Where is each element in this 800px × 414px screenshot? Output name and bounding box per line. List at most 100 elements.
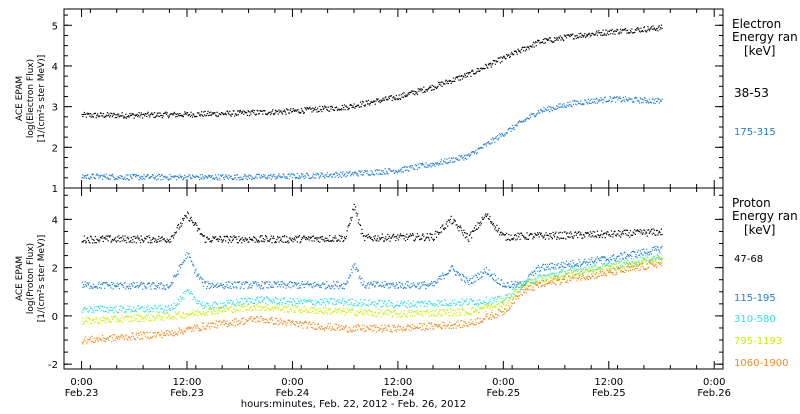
- data-point: [116, 306, 117, 307]
- data-point: [98, 178, 99, 179]
- data-point: [484, 302, 485, 303]
- data-point: [485, 272, 486, 273]
- data-point: [418, 91, 419, 92]
- data-point: [486, 267, 487, 268]
- data-point: [649, 233, 650, 234]
- data-point: [586, 102, 587, 103]
- data-point: [139, 321, 140, 322]
- data-point: [210, 175, 211, 176]
- data-point: [503, 302, 504, 303]
- data-point: [326, 310, 327, 311]
- data-point: [449, 158, 450, 159]
- data-point: [179, 174, 180, 175]
- data-point: [510, 131, 511, 132]
- data-point: [590, 231, 591, 232]
- data-point: [184, 111, 185, 112]
- data-point: [278, 310, 279, 311]
- data-point: [259, 309, 260, 310]
- data-point: [98, 284, 99, 285]
- data-point: [344, 311, 345, 312]
- data-point: [179, 115, 180, 116]
- data-point: [204, 235, 205, 236]
- data-point: [143, 318, 144, 319]
- data-point: [574, 268, 575, 269]
- data-point: [320, 299, 321, 300]
- data-point: [89, 113, 90, 114]
- data-point: [472, 71, 473, 72]
- data-point: [558, 104, 559, 105]
- data-point: [131, 115, 132, 116]
- data-point: [539, 113, 540, 114]
- data-point: [408, 92, 409, 93]
- data-point: [243, 282, 244, 283]
- data-point: [149, 116, 150, 117]
- data-point: [92, 319, 93, 320]
- data-point: [652, 25, 653, 26]
- data-point: [243, 311, 244, 312]
- data-point: [212, 175, 213, 176]
- data-point: [626, 235, 627, 236]
- data-point: [425, 92, 426, 93]
- data-point: [418, 88, 419, 89]
- data-point: [271, 111, 272, 112]
- data-point: [97, 310, 98, 311]
- data-point: [374, 304, 375, 305]
- data-point: [328, 241, 329, 242]
- data-point: [217, 238, 218, 239]
- data-point: [99, 116, 100, 117]
- data-point: [406, 303, 407, 304]
- data-point: [293, 241, 294, 242]
- data-point: [300, 178, 301, 179]
- data-point: [658, 99, 659, 100]
- data-point: [318, 241, 319, 242]
- data-point: [267, 307, 268, 308]
- data-point: [460, 274, 461, 275]
- data-point: [214, 112, 215, 113]
- data-point: [368, 282, 369, 283]
- data-point: [219, 239, 220, 240]
- data-point: [476, 304, 477, 305]
- data-point: [92, 288, 93, 289]
- data-point: [255, 177, 256, 178]
- data-point: [313, 174, 314, 175]
- data-point: [539, 236, 540, 237]
- data-point: [344, 237, 345, 238]
- data-point: [425, 311, 426, 312]
- data-point: [130, 311, 131, 312]
- data-point: [463, 235, 464, 236]
- data-point: [432, 89, 433, 90]
- data-point: [113, 318, 114, 319]
- data-point: [512, 284, 513, 285]
- data-point: [200, 174, 201, 175]
- y-axis-label: ACE EPAM: [15, 256, 25, 301]
- data-point: [82, 312, 83, 313]
- data-point: [224, 309, 225, 310]
- data-point: [449, 315, 450, 316]
- data-point: [146, 310, 147, 311]
- data-point: [86, 285, 87, 286]
- data-point: [625, 264, 626, 265]
- data-point: [613, 233, 614, 234]
- data-point: [503, 300, 504, 301]
- data-point: [315, 178, 316, 179]
- data-point: [501, 57, 502, 58]
- data-point: [250, 306, 251, 307]
- data-point: [490, 306, 491, 307]
- data-point: [271, 113, 272, 114]
- data-point: [107, 236, 108, 237]
- data-point: [441, 231, 442, 232]
- data-point: [162, 236, 163, 237]
- data-point: [420, 305, 421, 306]
- data-point: [107, 284, 108, 285]
- data-point: [304, 237, 305, 238]
- data-point: [352, 107, 353, 108]
- data-point: [387, 239, 388, 240]
- data-point: [170, 178, 171, 179]
- data-point: [254, 237, 255, 238]
- data-point: [285, 111, 286, 112]
- data-point: [327, 287, 328, 288]
- data-point: [494, 300, 495, 301]
- data-point: [411, 303, 412, 304]
- data-point: [398, 239, 399, 240]
- data-point: [460, 302, 461, 303]
